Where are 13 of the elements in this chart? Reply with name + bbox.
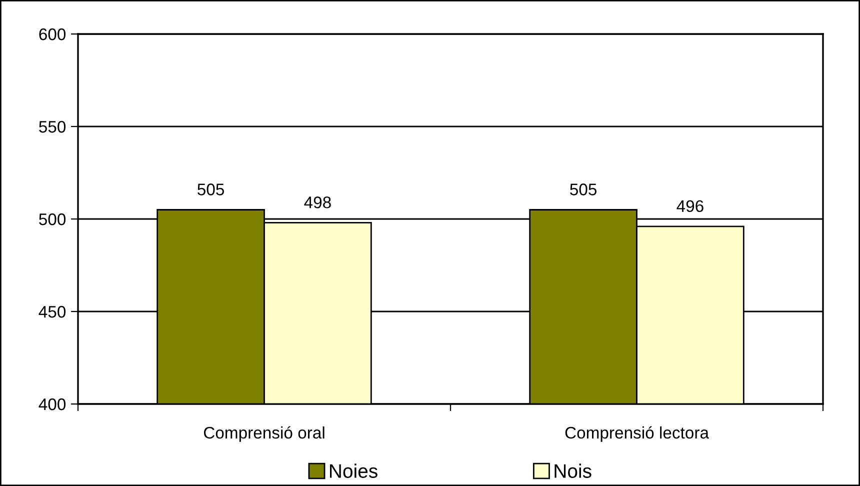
x-tick-label: Comprensió lectora [565,426,710,442]
y-tick-label: 550 [39,120,66,133]
data-label: 496 [676,200,704,212]
data-label: 498 [304,196,331,208]
y-tick-label: 400 [38,398,66,410]
legend-label: Noies [330,464,378,478]
y-tick-label: 600 [39,28,66,40]
data-label: 505 [198,184,224,196]
data-label: 505 [570,184,597,196]
y-tick-label: 450 [38,306,66,318]
legend-label: Nois [554,464,592,478]
x-tick-label: Comprensió oral [204,426,324,442]
y-tick-label: 500 [39,213,66,226]
